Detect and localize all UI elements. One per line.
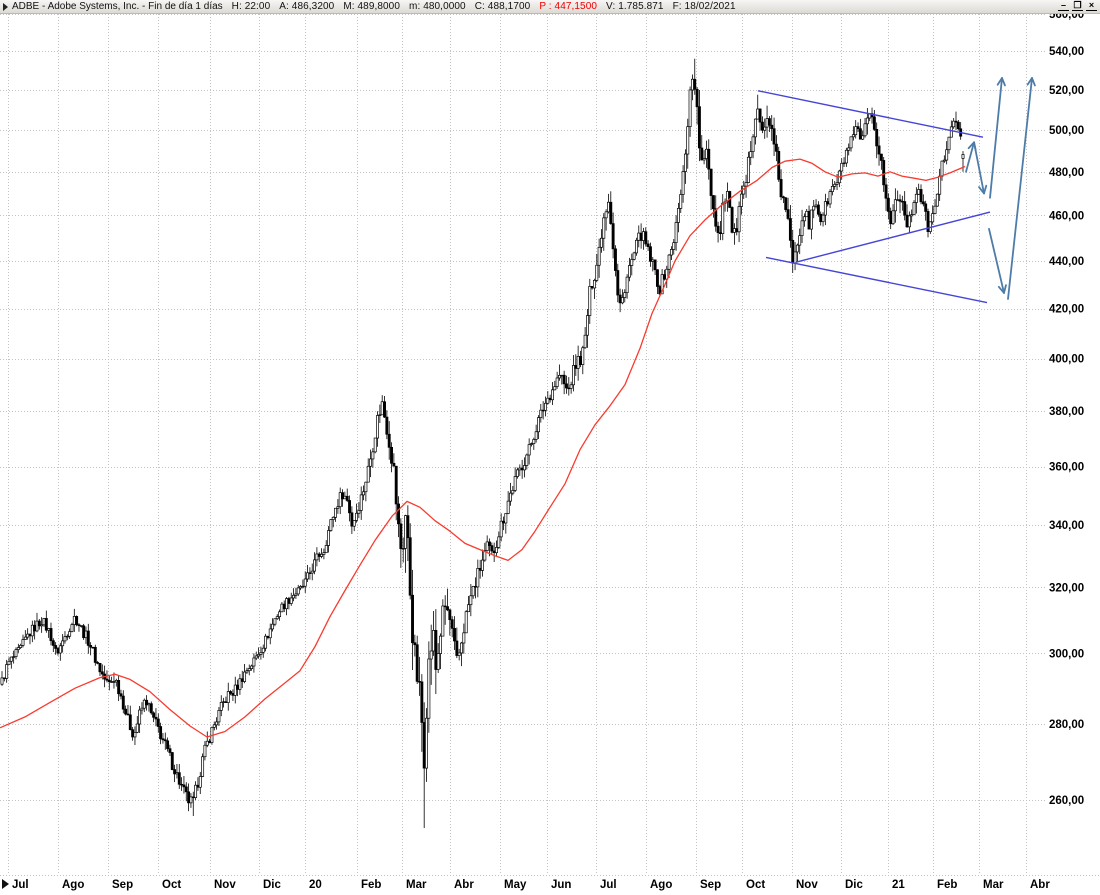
scenario-rally-1[interactable] bbox=[989, 77, 1006, 199]
month-tick-label: Mar bbox=[406, 879, 427, 891]
month-tick-label: 21 bbox=[892, 879, 905, 891]
time-axis: Jul Ago Sep Oct Nov Dic 20 Feb Mar Abr May Jun Jul Ag… bbox=[12, 879, 1050, 891]
timeline-play-icon[interactable] bbox=[2, 879, 9, 889]
quote-field: M: 489,8000 bbox=[343, 1, 401, 12]
price-axis: 560,00540,00520,00500,00480,00460,00440,… bbox=[1049, 9, 1084, 807]
upper-resistance-line[interactable] bbox=[757, 90, 984, 138]
quote-field: A: 486,3200 bbox=[279, 1, 335, 12]
price-tick-label: 320,00 bbox=[1049, 582, 1084, 594]
lower-support-ascending[interactable] bbox=[795, 211, 991, 263]
moving-average-path bbox=[0, 158, 966, 738]
scenario-drop[interactable] bbox=[988, 227, 1007, 294]
lower-support-descending[interactable] bbox=[765, 256, 988, 304]
quote-fields: H: 22:00 A: 486,3200 M: 489,8000 m: 480,000… bbox=[232, 1, 736, 12]
price-tick-label: 480,00 bbox=[1049, 167, 1084, 179]
month-tick-label: Abr bbox=[1030, 879, 1050, 891]
quote-field: m: 480,0000 bbox=[409, 1, 466, 12]
symbol-title: ADBE - Adobe Systems, Inc. - Fin de día … bbox=[12, 1, 223, 12]
close-button[interactable]: × bbox=[1086, 1, 1097, 11]
price-tick-label: 440,00 bbox=[1049, 256, 1084, 268]
quote-field: V: 1.785.871 bbox=[606, 1, 664, 12]
price-tick-label: 380,00 bbox=[1049, 406, 1084, 418]
month-tick-label: Nov bbox=[796, 879, 818, 891]
quote-field: C: 488,1700 bbox=[474, 1, 531, 12]
month-tick-label: Abr bbox=[454, 879, 474, 891]
month-tick-label: Nov bbox=[214, 879, 236, 891]
month-tick-label: Dic bbox=[263, 879, 282, 891]
month-tick-label: Jun bbox=[551, 879, 571, 891]
month-tick-label: Sep bbox=[700, 879, 721, 891]
month-tick-label: Ago bbox=[62, 879, 84, 891]
month-tick-label: Jul bbox=[12, 879, 29, 891]
quote-field: P : 447,1500 bbox=[539, 1, 598, 12]
price-tick-label: 400,00 bbox=[1049, 354, 1084, 366]
month-tick-label: Mar bbox=[983, 879, 1004, 891]
month-tick-label: Jul bbox=[600, 879, 617, 891]
month-tick-label: Sep bbox=[112, 879, 133, 891]
price-tick-label: 420,00 bbox=[1049, 304, 1084, 316]
price-tick-label: 360,00 bbox=[1049, 462, 1084, 474]
quote-field: H: 22:00 bbox=[231, 1, 271, 12]
minimize-button[interactable]: – bbox=[1058, 1, 1069, 11]
month-tick-label: Oct bbox=[162, 879, 181, 891]
month-tick-label: Feb bbox=[361, 879, 381, 891]
price-tick-label: 460,00 bbox=[1049, 210, 1084, 222]
quote-field: F: 18/02/2021 bbox=[672, 1, 736, 12]
scenario-rally-2[interactable] bbox=[1007, 77, 1036, 300]
month-tick-label: 20 bbox=[309, 879, 322, 891]
month-tick-label: Oct bbox=[746, 879, 765, 891]
drawing-annotations[interactable] bbox=[757, 77, 1036, 304]
month-tick-label: Dic bbox=[845, 879, 864, 891]
month-tick-label: Ago bbox=[650, 879, 672, 891]
restore-button[interactable]: ❐ bbox=[1072, 0, 1083, 11]
price-tick-label: 260,00 bbox=[1049, 795, 1084, 807]
month-tick-label: May bbox=[504, 879, 527, 891]
scenario-zigzag-down[interactable] bbox=[973, 141, 988, 195]
price-tick-label: 540,00 bbox=[1049, 46, 1084, 58]
window-buttons: – ❐ × bbox=[1058, 0, 1097, 12]
month-tick-label: Feb bbox=[937, 879, 957, 891]
price-tick-label: 300,00 bbox=[1049, 648, 1084, 660]
title-bar: ADBE - Adobe Systems, Inc. - Fin de día … bbox=[0, 0, 1100, 14]
ma-line bbox=[0, 158, 966, 738]
price-tick-label: 520,00 bbox=[1049, 85, 1084, 97]
play-icon[interactable] bbox=[3, 2, 8, 11]
candlestick-series bbox=[0, 58, 965, 829]
price-tick-label: 500,00 bbox=[1049, 125, 1084, 137]
title-text: ADBE - Adobe Systems, Inc. - Fin de día … bbox=[12, 1, 736, 12]
price-tick-label: 340,00 bbox=[1049, 520, 1084, 532]
price-tick-label: 280,00 bbox=[1049, 719, 1084, 731]
